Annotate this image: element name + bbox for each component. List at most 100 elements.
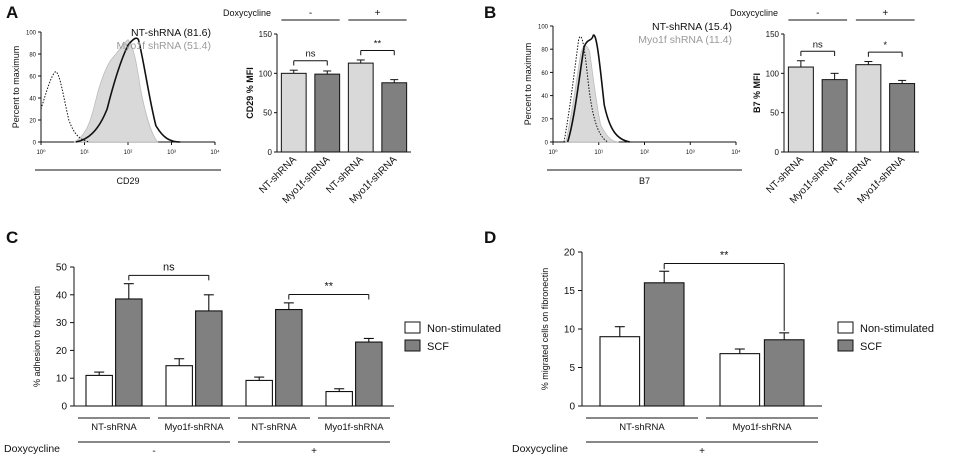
doxycycline-label: Doxycycline	[223, 8, 271, 18]
histogram-y-tick-label: 60	[541, 71, 548, 77]
mfi-significance-label: **	[374, 39, 382, 50]
grouped-bar-panel-c: 0 10 20 30 40 50 % adhesion to fibronectin NT-s…	[4, 261, 501, 457]
legend-swatch	[404, 339, 421, 352]
histogram-myo1f-fill	[73, 39, 159, 143]
histogram-x-tick-label: 10⁰	[36, 149, 46, 156]
legend-label: SCF	[860, 341, 882, 353]
doxycycline-label: Doxycycline	[4, 443, 60, 455]
histogram-y-tick-label: 20	[541, 117, 548, 123]
panel-letter-c: C	[6, 228, 18, 247]
mfi-significance-label: *	[883, 40, 887, 51]
grouped-bar-non-stimulated	[599, 336, 641, 407]
group-label: NT-shRNA	[619, 422, 665, 433]
mfi-significance-label: ns	[813, 39, 823, 50]
mfi-y-tick-label: 50	[263, 109, 272, 118]
histogram-legend-entry: Myo1f shRNA (51.4)	[116, 40, 211, 52]
legend-swatch	[404, 321, 421, 334]
grouped-y-tick-label: 30	[56, 318, 68, 329]
grouped-bar-scf	[275, 308, 303, 407]
grouped-bar-panel-d: 0 5 10 15 20 % migrated cells on fibronectin N…	[512, 248, 934, 457]
histogram-x-tick-label: 10²	[124, 150, 133, 156]
grouped-y-tick-label: 15	[564, 286, 576, 297]
grouped-y-tick-label: 0	[569, 402, 575, 413]
histogram-y-tick-label: 100	[26, 31, 37, 37]
histogram-legend-label: NT-shRNA	[131, 27, 181, 39]
grouped-bar-non-stimulated	[719, 353, 761, 407]
grouped-legend: Non-stimulated SCF	[404, 321, 501, 353]
grouped-bar-non-stimulated	[165, 365, 193, 407]
grouped-bar-scf	[763, 339, 805, 407]
histogram-legend-value: (51.4)	[181, 40, 211, 52]
histogram-x-tick-label: 10⁴	[210, 149, 220, 156]
grouped-legend: Non-stimulated SCF	[837, 321, 934, 353]
significance-label: ns	[163, 261, 175, 273]
significance-label: **	[720, 250, 729, 262]
mfi-bar	[280, 72, 307, 153]
histogram-y-label: Percent to maximum	[523, 43, 533, 126]
histogram-x-tick-label: 10³	[686, 150, 695, 156]
grouped-bar-non-stimulated	[245, 379, 273, 407]
histogram-y-tick-label: 0	[545, 141, 549, 147]
legend-label: Non-stimulated	[860, 323, 934, 335]
histogram-y-tick-label: 80	[541, 48, 548, 54]
doxycycline-group-sign: +	[882, 8, 888, 19]
grouped-y-tick-label: 10	[564, 325, 576, 336]
histogram-y-tick-label: 100	[538, 25, 549, 31]
doxycycline-group-sign: -	[816, 8, 819, 19]
mfi-y-tick-label: 150	[766, 30, 780, 39]
histogram-y-tick-label: 80	[29, 53, 36, 59]
mfi-y-tick-label: 50	[770, 109, 779, 118]
histogram-nt-line	[566, 34, 631, 143]
histogram-x-tick-label: 10²	[640, 150, 649, 156]
histogram-legend-label: NT-shRNA	[652, 21, 702, 33]
grouped-bar-scf	[355, 341, 383, 407]
histogram-legend-value: (15.4)	[702, 21, 732, 33]
grouped-y-tick-label: 20	[564, 248, 576, 259]
group-label: Myo1f-shRNA	[732, 422, 792, 433]
histogram-y-tick-label: 40	[29, 97, 36, 103]
group-label: Myo1f-shRNA	[164, 422, 224, 433]
grouped-bar-scf	[195, 310, 223, 407]
mfi-y-label: B7 % MFI	[752, 73, 762, 113]
mfi-y-tick-label: 0	[775, 148, 780, 157]
mfi-bar	[787, 66, 814, 153]
legend-swatch	[837, 321, 854, 334]
histogram-legend-label: Myo1f shRNA	[116, 40, 181, 52]
mfi-y-tick-label: 150	[259, 30, 273, 39]
histogram-y-tick-label: 40	[541, 94, 548, 100]
mfi-bar	[314, 73, 341, 153]
grouped-y-tick-label: 0	[61, 402, 67, 413]
mfi-bar	[821, 79, 848, 153]
mfi-significance-label: ns	[305, 49, 315, 60]
grouped-y-tick-label: 50	[56, 263, 68, 274]
grouped-y-label: % migrated cells on fibronectin	[540, 268, 550, 391]
doxycycline-group-sign: -	[152, 446, 155, 457]
grouped-bar-scf	[643, 282, 685, 407]
doxycycline-label: Doxycycline	[730, 8, 778, 18]
histogram-x-tick-label: 10³	[167, 150, 176, 156]
panel-letter-b: B	[484, 3, 496, 22]
histogram-isotype-dotted	[40, 71, 90, 143]
histogram-nt-line	[75, 37, 181, 143]
mfi-bar	[889, 83, 916, 153]
grouped-y-tick-label: 5	[569, 363, 575, 374]
doxycycline-group-sign: -	[309, 8, 312, 19]
histogram-x-label: B7	[639, 176, 650, 186]
panel-letter-a: A	[6, 3, 18, 22]
histogram-x-tick-label: 10¹	[80, 150, 89, 156]
histogram-panel-a: 0 20 40 60 80 100 10⁰ 10¹ 10² 10³ 10⁴ Percent to ma…	[11, 27, 221, 186]
histogram-x-tick-label: 10⁴	[731, 149, 741, 156]
histogram-isotype-dotted	[563, 36, 609, 143]
grouped-y-label: % adhesion to fibronectin	[32, 286, 42, 387]
legend-swatch	[837, 339, 854, 352]
significance-label: **	[325, 281, 334, 293]
legend-label: SCF	[427, 341, 449, 353]
histogram-legend-entry: Myo1f shRNA (11.4)	[638, 34, 732, 46]
group-label: NT-shRNA	[251, 422, 297, 433]
histogram-panel-b: 0 20 40 60 80 100 10⁰ 10¹ 10² 10³ 10⁴ Percent to ma…	[523, 21, 742, 186]
doxycycline-group-sign: +	[311, 446, 317, 457]
mfi-bar	[347, 62, 374, 153]
doxycycline-group-sign: +	[375, 8, 381, 19]
